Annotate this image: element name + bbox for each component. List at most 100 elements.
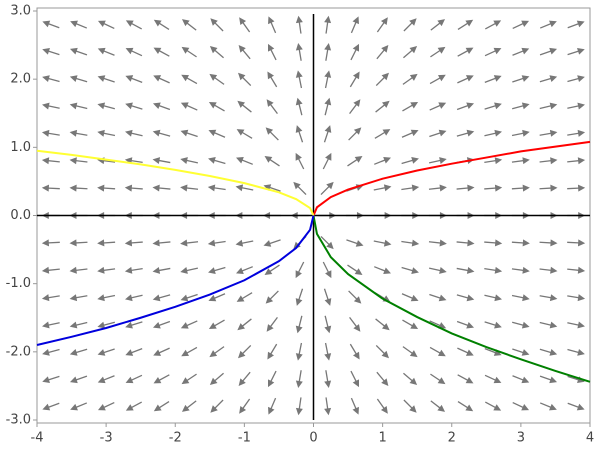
field-arrow [125, 294, 143, 302]
field-arrow [237, 318, 252, 331]
arrow-head [295, 353, 303, 361]
field-arrow [42, 402, 60, 411]
arrow-head [465, 404, 474, 412]
arrow-head [97, 184, 105, 192]
arrow-head [493, 75, 502, 82]
arrow-head [577, 129, 586, 137]
field-arrow [264, 155, 280, 167]
arrow-head [125, 102, 133, 110]
field-arrow [180, 157, 199, 164]
arrow-head [152, 321, 161, 329]
arrow-head [295, 15, 303, 24]
field-arrow [430, 400, 446, 412]
field-arrow [125, 321, 143, 329]
field-arrow [265, 127, 279, 141]
arrow-head [437, 404, 446, 412]
field-arrow [324, 15, 332, 34]
arrow-head [295, 70, 303, 78]
arrow-head [153, 19, 162, 27]
field-arrow [97, 321, 115, 329]
arrow-head [382, 100, 390, 108]
field-arrow [97, 102, 115, 110]
arrow-head [69, 321, 78, 329]
field-arrow [347, 264, 363, 276]
arrow-head [521, 75, 530, 82]
field-arrow [484, 239, 503, 247]
field-arrow [512, 75, 530, 83]
field-arrow [236, 129, 253, 139]
arrow-head [295, 380, 303, 388]
arrow-head [549, 129, 558, 137]
field-arrow [97, 47, 115, 56]
field-arrow [97, 266, 116, 274]
arrow-head [549, 20, 557, 28]
field-arrow [539, 239, 558, 247]
field-arrow [403, 372, 418, 385]
y-tick-label: -1.0 [6, 276, 31, 291]
field-arrow [207, 184, 226, 192]
field-arrow [267, 343, 278, 360]
field-arrow [264, 264, 280, 276]
arrow-head [521, 20, 530, 27]
field-arrow [457, 400, 474, 412]
arrow-head [381, 44, 389, 53]
field-arrow [567, 47, 585, 56]
arrow-head [493, 20, 502, 27]
arrow-head [266, 99, 274, 107]
field-arrow [210, 399, 224, 413]
arrow-head [69, 184, 77, 192]
field-arrow [266, 99, 278, 115]
arrow-head [353, 324, 361, 332]
field-arrow [207, 239, 226, 247]
arrow-head [380, 405, 388, 414]
field-arrow [153, 374, 170, 384]
arrow-head [409, 46, 418, 54]
field-arrow [152, 129, 171, 137]
arrow-head [124, 184, 133, 192]
field-arrow [539, 402, 557, 411]
arrow-head [577, 47, 585, 55]
arrow-head [180, 322, 189, 329]
arrow-head [467, 239, 475, 247]
arrow-head [522, 266, 530, 274]
arrow-head [180, 129, 189, 137]
arrow-head [409, 377, 418, 385]
arrow-head [352, 16, 359, 25]
field-arrow [236, 266, 253, 275]
arrow-head [577, 266, 586, 274]
field-arrow [567, 102, 585, 110]
field-arrow [403, 399, 417, 413]
field-arrow [350, 16, 359, 34]
field-arrow [374, 156, 391, 165]
arrow-head [42, 20, 51, 28]
field-arrow [324, 70, 332, 89]
x-tick-label: 2 [448, 431, 456, 446]
arrow-head [295, 270, 302, 279]
field-arrow [401, 184, 420, 192]
field-arrow [539, 348, 558, 356]
field-arrow [402, 319, 419, 330]
arrow-head [383, 184, 392, 192]
arrow-head [550, 239, 558, 247]
arrow-head [125, 129, 133, 137]
arrow-head [208, 267, 216, 274]
field-arrow [567, 321, 585, 329]
field-arrow [375, 345, 389, 359]
arrow-head [466, 266, 475, 274]
field-arrow [295, 342, 303, 361]
arrow-head [352, 406, 359, 415]
solution-curve [36, 215, 315, 346]
arrow-head [209, 350, 218, 358]
field-arrow [209, 46, 224, 59]
arrow-head [494, 321, 502, 329]
arrow-head [181, 349, 190, 357]
field-arrow [401, 293, 419, 302]
arrow-head [42, 321, 50, 329]
field-arrow [349, 316, 361, 332]
arrow-head [125, 47, 134, 55]
field-arrow [124, 266, 143, 274]
arrow-head [181, 404, 190, 412]
field-arrow [295, 70, 303, 89]
arrow-head [326, 181, 334, 190]
arrow-head [265, 127, 274, 135]
